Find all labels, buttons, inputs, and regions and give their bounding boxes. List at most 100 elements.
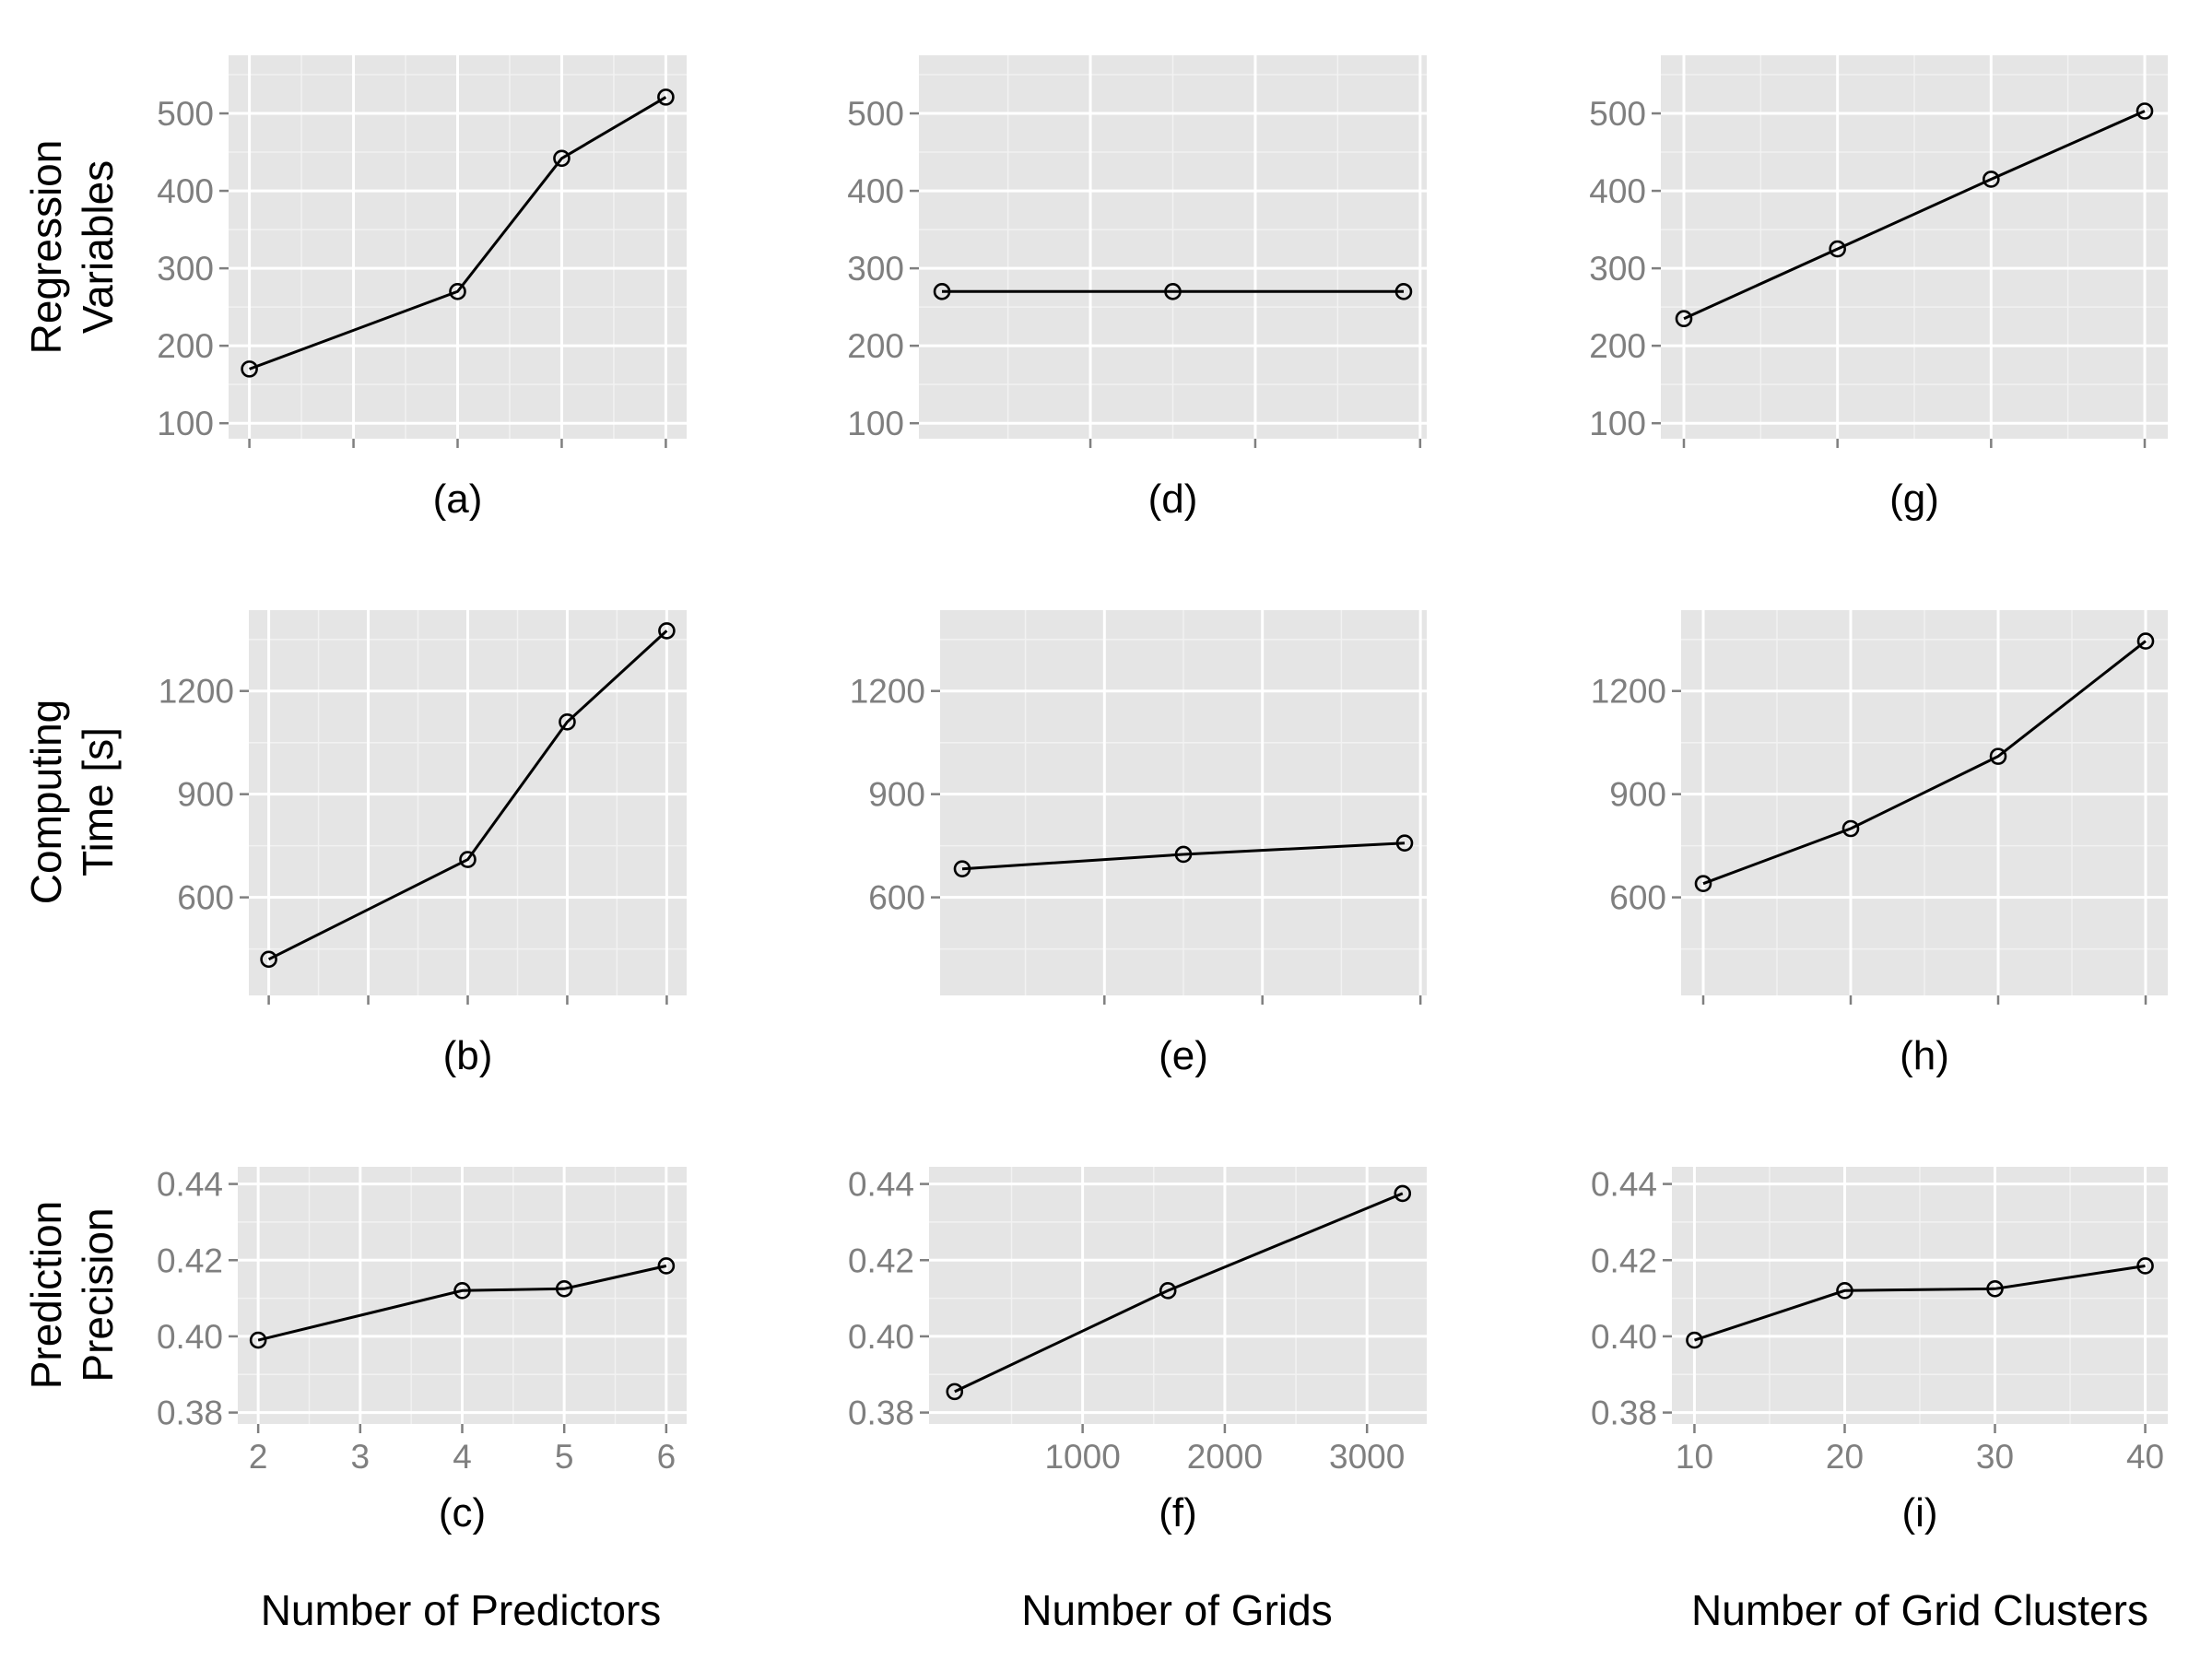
data-point xyxy=(1694,875,1712,893)
panel-caption: (i) xyxy=(1901,1490,1937,1535)
panel-caption: (g) xyxy=(1889,477,1939,522)
data-point xyxy=(933,283,951,300)
series-line xyxy=(961,841,1406,871)
column-label-grids: Number of Grids xyxy=(1021,1586,1332,1634)
y-tick-label: 1200 xyxy=(850,673,925,711)
panel-caption: (d) xyxy=(1148,477,1198,522)
y-tick-label: 0.42 xyxy=(157,1241,223,1279)
panel-grid: 100200300400500(a)6009001200(b)0.380.400… xyxy=(157,55,2168,1535)
data-point xyxy=(657,88,675,106)
panel-caption: (h) xyxy=(1900,1033,1949,1078)
x-tick-label: 1000 xyxy=(1044,1438,1120,1476)
data-point xyxy=(555,1279,573,1298)
data-point xyxy=(1829,240,1846,258)
data-point xyxy=(1686,1331,1703,1349)
series-line xyxy=(257,1265,667,1342)
data-point xyxy=(2136,1257,2154,1275)
panel-caption: (a) xyxy=(433,477,483,522)
chart-panel-5: 600 900 1200 (e) xyxy=(850,610,1427,1078)
y-tick-label: 100 xyxy=(1589,405,1646,442)
x-tick-label: 10 xyxy=(1676,1438,1713,1476)
row-label-regression-variables: Regression Variables xyxy=(22,140,122,355)
data-point xyxy=(1174,845,1193,864)
panel-caption: (c) xyxy=(439,1490,486,1535)
data-point xyxy=(2136,632,2155,650)
y-tick-label: 400 xyxy=(157,172,214,210)
chart-panel-8: 600 900 1200 (h) xyxy=(1591,610,2168,1078)
x-tick-label: 20 xyxy=(1826,1438,1864,1476)
data-point xyxy=(559,712,576,731)
data-point xyxy=(553,149,571,168)
y-tick-label: 600 xyxy=(1609,879,1666,917)
x-tick-label: 40 xyxy=(2126,1438,2164,1476)
data-point xyxy=(658,622,676,640)
y-tick-label: 900 xyxy=(868,776,925,814)
y-tick-label: 0.38 xyxy=(157,1394,223,1432)
x-tick-label: 2000 xyxy=(1187,1438,1263,1476)
panel-caption: (b) xyxy=(443,1033,493,1078)
y-tick-label: 0.42 xyxy=(1591,1241,1657,1279)
data-point xyxy=(459,851,477,868)
series-line xyxy=(249,96,667,371)
y-tick-label: 0.38 xyxy=(1591,1394,1657,1432)
series-line xyxy=(954,1192,1404,1394)
panel-caption: (e) xyxy=(1159,1033,1208,1078)
row-label-line-1: Regression xyxy=(22,140,70,355)
y-tick-label: 0.40 xyxy=(848,1318,914,1356)
chart-panel-7: 100 200 300 400 500 (g) xyxy=(1589,55,2168,522)
data-point xyxy=(2136,102,2154,120)
x-tick-label: 5 xyxy=(555,1438,574,1476)
row-label-computing-time: Computing Time [s] xyxy=(22,700,122,904)
y-tick-label: 300 xyxy=(847,250,904,288)
chart-panel-3: 0.38 0.40 0.42 0.44 2 3 4 5 6 (c) xyxy=(157,1166,687,1535)
data-point xyxy=(1986,1279,2004,1298)
y-tick-label: 200 xyxy=(1589,327,1646,365)
y-tick-label: 100 xyxy=(847,405,904,442)
series-line xyxy=(267,629,668,961)
data-point xyxy=(1989,747,2007,765)
series-line xyxy=(1683,110,2146,321)
y-tick-label: 900 xyxy=(1609,776,1666,814)
y-tick-label: 600 xyxy=(177,879,234,917)
x-tick-label: 2 xyxy=(249,1438,268,1476)
x-tick-label: 30 xyxy=(1976,1438,2014,1476)
y-tick-label: 500 xyxy=(847,95,904,133)
y-tick-label: 200 xyxy=(847,327,904,365)
chart-panel-2: 600 900 1200 (b) xyxy=(159,610,687,1078)
data-point xyxy=(946,1382,964,1401)
y-tick-label: 0.38 xyxy=(848,1394,914,1432)
y-tick-label: 0.42 xyxy=(848,1241,914,1279)
data-point xyxy=(1675,310,1693,328)
panel-background xyxy=(929,1167,1427,1424)
y-tick-label: 0.44 xyxy=(848,1166,914,1204)
y-tick-label: 400 xyxy=(1589,172,1646,210)
data-point xyxy=(449,283,466,300)
data-point xyxy=(1159,1282,1177,1300)
chart-panel-4: 100 200 300 400 500 (d) xyxy=(847,55,1427,522)
data-point xyxy=(1983,171,2000,188)
series-line xyxy=(1702,640,2147,886)
row-label-line-2: Precision xyxy=(74,1207,122,1382)
y-tick-label: 500 xyxy=(1589,95,1646,133)
row-label-line-1: Prediction xyxy=(22,1201,70,1390)
chart-panel-1: 100 200 300 400 500 (a) xyxy=(157,55,687,522)
column-label-predictors: Number of Predictors xyxy=(261,1586,662,1634)
data-point xyxy=(249,1331,267,1349)
y-tick-label: 500 xyxy=(157,95,214,133)
chart-panel-6: 0.38 0.40 0.42 0.44 1000 2000 3000 (f) xyxy=(848,1166,1427,1535)
y-tick-label: 300 xyxy=(157,250,214,288)
y-tick-label: 0.40 xyxy=(1591,1318,1657,1356)
y-tick-label: 100 xyxy=(157,405,214,442)
data-point xyxy=(241,360,258,378)
x-tick-label: 3 xyxy=(351,1438,371,1476)
data-point xyxy=(1394,283,1413,300)
y-tick-label: 1200 xyxy=(1591,673,1666,711)
data-point xyxy=(1395,834,1414,852)
row-label-line-2: Time [s] xyxy=(74,727,122,877)
row-label-line-2: Variables xyxy=(74,160,122,334)
x-tick-label: 3000 xyxy=(1329,1438,1405,1476)
y-tick-label: 400 xyxy=(847,172,904,210)
data-point xyxy=(1394,1184,1412,1203)
data-point xyxy=(657,1257,676,1275)
